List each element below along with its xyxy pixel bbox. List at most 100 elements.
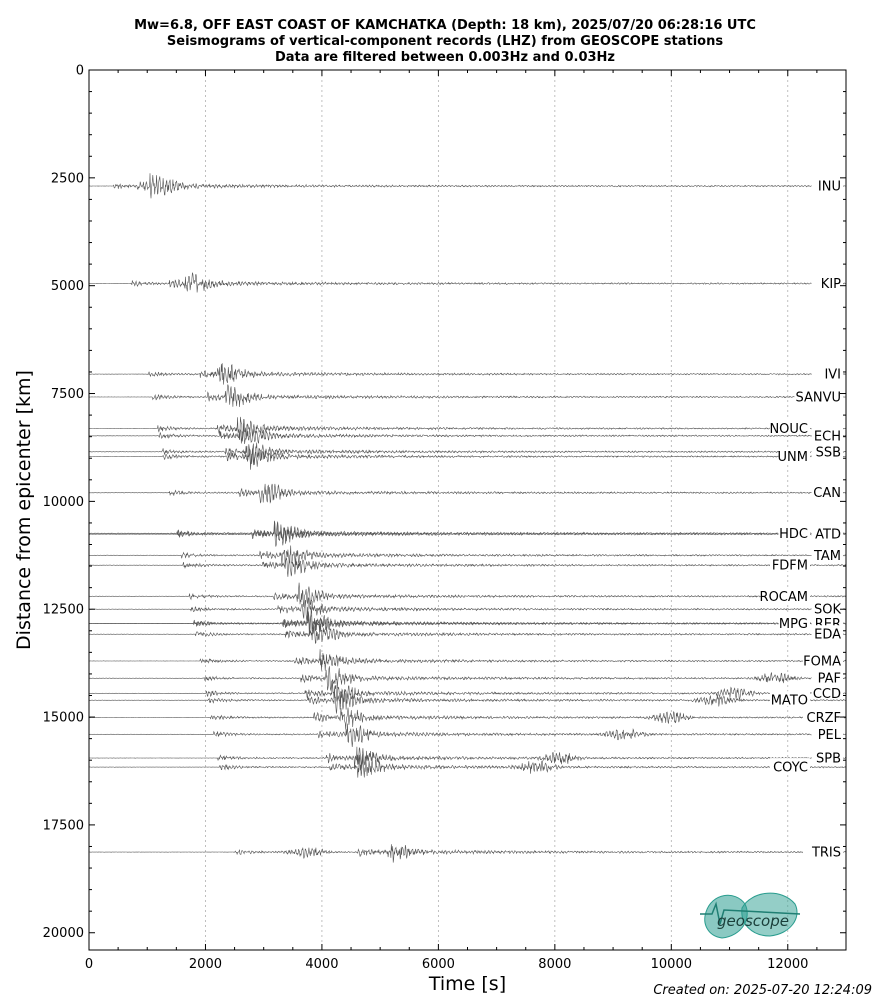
trace-atd: [88, 520, 847, 547]
station-label-bg: [803, 708, 843, 724]
station-label-bg: [761, 587, 810, 603]
station-label-ech: ECH: [814, 429, 841, 444]
station-label-bg: [778, 614, 810, 630]
trace-foma: [88, 649, 846, 671]
trace-inu: [88, 173, 847, 199]
created-timestamp: Created on: 2025-07-20 12:24:09: [653, 983, 872, 998]
station-label-tam: TAM: [813, 549, 841, 564]
station-label-ivi: IVI: [824, 368, 841, 383]
trace-crzf: [88, 707, 847, 730]
station-label-crzf: CRZF: [807, 711, 842, 726]
station-label-bg: [811, 483, 843, 499]
geoscope-logo: geoscope: [700, 892, 801, 939]
trace-can: [88, 483, 847, 504]
axis-ticks: 0 2000 4000 6000 8000 10000 12000 0 2500 5000 7500…: [43, 64, 846, 972]
x-tick-label: 2000: [189, 957, 222, 972]
trace-eda: [88, 623, 847, 644]
trace-ccd: [88, 680, 847, 705]
station-label-pel: PEL: [818, 728, 842, 743]
station-label-can: CAN: [813, 486, 841, 501]
station-label-bg: [778, 447, 810, 463]
station-label-sok: SOK: [814, 603, 841, 618]
chart-title: Mw=6.8, OFF EAST COAST OF KAMCHATKA (Dep…: [0, 18, 890, 66]
station-label-bg: [811, 177, 843, 193]
station-label-bg: [811, 546, 843, 562]
station-label-coyc: COYC: [773, 761, 808, 776]
trace-ssb: [89, 442, 847, 465]
station-label-bg: [811, 749, 843, 765]
station-label-spb: SPB: [816, 752, 841, 767]
station-label-mpg: MPG: [779, 617, 808, 632]
logo-text: geoscope: [717, 912, 789, 930]
title-line-2: Seismograms of vertical-component record…: [166, 34, 724, 49]
x-tick-label: 6000: [422, 957, 455, 972]
station-label-bg: [803, 651, 843, 667]
y-tick-label: 7500: [51, 387, 84, 402]
station-label-ccd: CCD: [813, 687, 841, 702]
x-axis-label: Time [s]: [428, 973, 506, 995]
station-label-ssb: SSB: [816, 445, 841, 460]
trace-sok: [89, 597, 847, 622]
x-tick-label: 10000: [651, 957, 692, 972]
x-tick-label: 4000: [305, 957, 338, 972]
station-label-bg: [803, 843, 843, 859]
trace-spb: [89, 746, 847, 769]
station-label-bg: [770, 419, 810, 435]
x-tick-label: 8000: [538, 957, 571, 972]
trace-pel: [88, 723, 847, 748]
station-label-bg: [811, 525, 843, 541]
station-label-bg: [770, 691, 810, 707]
station-label-bg: [811, 625, 843, 641]
station-label-bg: [811, 274, 843, 290]
trace-coyc: [88, 754, 847, 778]
trace-tris: [89, 844, 847, 863]
station-label-kip: KIP: [821, 277, 841, 292]
station-label-eda: EDA: [814, 628, 841, 643]
trace-hdc: [88, 521, 847, 543]
y-tick-label: 17500: [43, 818, 84, 833]
station-label-bg: [811, 684, 843, 700]
title-line-3: Data are filtered between 0.003Hz and 0.…: [274, 50, 616, 65]
trace-ivi: [89, 363, 847, 385]
station-label-sanvu: SANVU: [795, 390, 841, 405]
station-label-bg: [770, 758, 810, 774]
station-label-bg: [811, 442, 843, 458]
plot-frame: [88, 69, 847, 951]
y-tick-label: 5000: [51, 279, 84, 294]
title-line-1: Mw=6.8, OFF EAST COAST OF KAMCHATKA (Dep…: [134, 18, 756, 33]
station-label-bg: [811, 669, 843, 685]
trace-rocam: [89, 582, 847, 608]
trace-fdfm: [89, 557, 847, 577]
y-axis-label: Distance from epicenter [km]: [13, 370, 35, 650]
station-label-bg: [794, 387, 843, 403]
station-label-foma: FOMA: [803, 654, 841, 669]
trace-mato: [89, 688, 847, 714]
y-tick-label: 0: [76, 64, 84, 79]
y-tick-label: 10000: [43, 495, 84, 510]
y-tick-label: 20000: [43, 926, 84, 941]
y-tick-label: 12500: [43, 603, 84, 618]
station-label-rocam: ROCAM: [760, 590, 808, 605]
seismogram-traces: [88, 173, 847, 863]
grid-lines: [205, 70, 789, 950]
trace-ech: [89, 422, 847, 445]
station-label-inu: INU: [818, 180, 841, 195]
station-label-bg: [811, 365, 843, 381]
logo-globe-right: [741, 892, 798, 937]
trace-sanvu: [88, 384, 846, 408]
x-tick-label: 12000: [767, 957, 808, 972]
trace-paf: [88, 666, 847, 691]
station-label-unm: UNM: [778, 450, 808, 465]
trace-nouc: [88, 416, 846, 442]
station-label-tris: TRIS: [811, 846, 841, 861]
station-label-bg: [778, 524, 810, 540]
y-tick-label: 15000: [43, 711, 84, 726]
trace-rer: [89, 611, 847, 636]
station-label-bg: [811, 600, 843, 616]
station-label-atd: ATD: [815, 528, 841, 543]
y-tick-label: 2500: [51, 171, 84, 186]
station-label-paf: PAF: [818, 672, 841, 687]
station-label-nouc: NOUC: [769, 422, 808, 437]
